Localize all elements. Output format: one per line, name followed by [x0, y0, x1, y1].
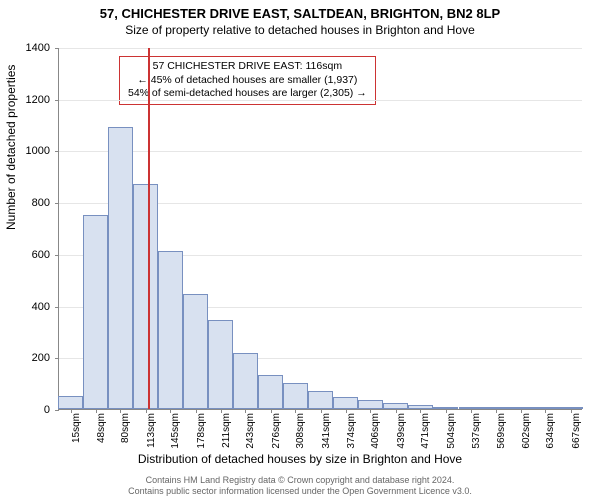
y-tick-label: 1000 — [10, 145, 50, 157]
histogram-bar — [183, 294, 208, 409]
x-tick-label: 537sqm — [471, 413, 482, 453]
histogram-bar — [133, 184, 158, 409]
x-tick-label: 113sqm — [146, 413, 157, 453]
gridline — [59, 100, 582, 101]
x-tick-label: 406sqm — [370, 413, 381, 453]
y-tick-mark — [55, 48, 59, 49]
x-tick-label: 504sqm — [446, 413, 457, 453]
y-tick-label: 800 — [10, 197, 50, 209]
y-tick-label: 1400 — [10, 42, 50, 54]
y-tick-label: 600 — [10, 249, 50, 261]
annotation-line-2: ← 45% of detached houses are smaller (1,… — [128, 74, 367, 88]
histogram-bar — [283, 383, 308, 409]
y-tick-mark — [55, 203, 59, 204]
y-tick-mark — [55, 307, 59, 308]
gridline — [59, 151, 582, 152]
y-tick-label: 400 — [10, 301, 50, 313]
plot-area: 57 CHICHESTER DRIVE EAST: 116sqm ← 45% o… — [58, 48, 582, 410]
histogram-bar — [158, 251, 183, 409]
x-tick-label: 80sqm — [120, 413, 131, 453]
x-tick-label: 374sqm — [346, 413, 357, 453]
y-tick-label: 200 — [10, 352, 50, 364]
x-tick-label: 341sqm — [321, 413, 332, 453]
annotation-box: 57 CHICHESTER DRIVE EAST: 116sqm ← 45% o… — [119, 56, 376, 105]
x-tick-label: 602sqm — [521, 413, 532, 453]
x-tick-label: 243sqm — [245, 413, 256, 453]
x-tick-label: 145sqm — [170, 413, 181, 453]
histogram-bar — [308, 391, 333, 409]
histogram-bar — [108, 127, 133, 409]
y-tick-mark — [55, 410, 59, 411]
property-marker-line — [148, 48, 150, 409]
x-tick-label: 178sqm — [196, 413, 207, 453]
footer-attribution: Contains HM Land Registry data © Crown c… — [0, 475, 600, 497]
x-tick-label: 15sqm — [71, 413, 82, 453]
histogram-bar — [233, 353, 258, 409]
histogram-bar — [358, 400, 383, 409]
x-tick-label: 569sqm — [496, 413, 507, 453]
x-axis-label: Distribution of detached houses by size … — [0, 452, 600, 466]
y-tick-mark — [55, 255, 59, 256]
histogram-bar — [208, 320, 233, 409]
x-tick-label: 48sqm — [96, 413, 107, 453]
x-tick-label: 634sqm — [545, 413, 556, 453]
x-tick-label: 471sqm — [420, 413, 431, 453]
histogram-bar — [258, 375, 283, 409]
footer-line-2: Contains public sector information licen… — [0, 486, 600, 497]
y-tick-mark — [55, 151, 59, 152]
y-tick-label: 1200 — [10, 94, 50, 106]
y-tick-label: 0 — [10, 404, 50, 416]
y-tick-mark — [55, 100, 59, 101]
x-tick-label: 211sqm — [221, 413, 232, 453]
chart-container: 57, CHICHESTER DRIVE EAST, SALTDEAN, BRI… — [0, 0, 600, 500]
annotation-line-1: 57 CHICHESTER DRIVE EAST: 116sqm — [128, 60, 367, 74]
x-tick-label: 276sqm — [271, 413, 282, 453]
gridline — [59, 48, 582, 49]
footer-line-1: Contains HM Land Registry data © Crown c… — [0, 475, 600, 486]
chart-subtitle: Size of property relative to detached ho… — [0, 21, 600, 37]
x-tick-label: 667sqm — [571, 413, 582, 453]
x-tick-label: 439sqm — [396, 413, 407, 453]
x-tick-label: 308sqm — [295, 413, 306, 453]
chart-title: 57, CHICHESTER DRIVE EAST, SALTDEAN, BRI… — [0, 0, 600, 21]
histogram-bar — [58, 396, 83, 409]
histogram-bar — [83, 215, 108, 409]
histogram-bar — [333, 397, 358, 409]
y-tick-mark — [55, 358, 59, 359]
